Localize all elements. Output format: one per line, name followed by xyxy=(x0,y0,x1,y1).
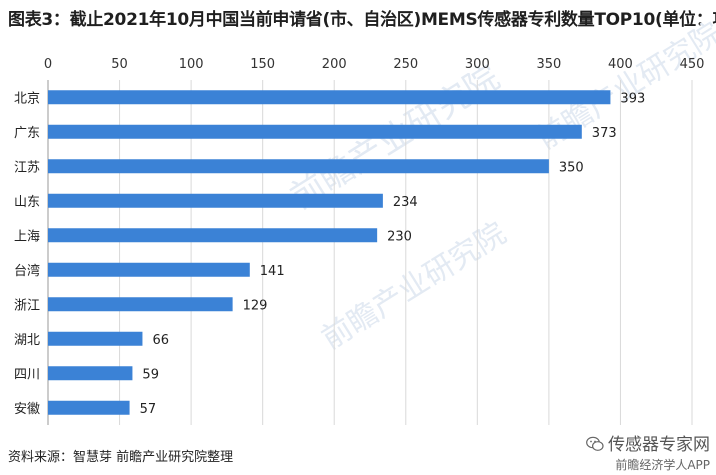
x-tick-label: 300 xyxy=(465,57,490,72)
x-tick-label: 400 xyxy=(608,57,633,72)
x-tick-label: 350 xyxy=(536,57,561,72)
bar xyxy=(48,297,233,312)
x-tick-label: 450 xyxy=(680,57,705,72)
data-label: 129 xyxy=(243,298,268,313)
y-category-label: 北京 xyxy=(14,91,40,106)
x-tick-label: 200 xyxy=(322,57,347,72)
data-label: 373 xyxy=(592,126,617,141)
y-category-label: 广东 xyxy=(14,126,40,141)
data-label: 230 xyxy=(387,229,412,244)
x-tick-label: 0 xyxy=(44,57,52,72)
data-label: 66 xyxy=(152,333,169,348)
y-category-label: 江苏 xyxy=(14,159,40,175)
data-label: 393 xyxy=(620,91,645,106)
watermark-overlay: 前瞻产业研究院 前瞻产业研究院 前瞻产业研究院 xyxy=(284,16,716,357)
y-category-label: 湖北 xyxy=(14,333,40,348)
source-note: 资料来源：智慧芽 前瞻产业研究院整理 xyxy=(8,450,234,465)
x-tick-label: 150 xyxy=(250,57,275,72)
x-tick-label: 100 xyxy=(179,57,204,72)
chart-title: 图表3：截止2021年10月中国当前申请省(市、自治区)MEMS传感器专利数量T… xyxy=(8,10,716,30)
y-category-label: 浙江 xyxy=(14,298,40,313)
bar xyxy=(48,228,378,243)
y-category-label: 四川 xyxy=(14,367,40,382)
bars xyxy=(48,90,611,415)
bar xyxy=(48,159,549,174)
data-label: 57 xyxy=(140,402,157,417)
y-category-label: 山东 xyxy=(14,195,40,210)
account-name: 传感器专家网 xyxy=(608,435,710,455)
data-label: 141 xyxy=(260,264,285,279)
data-labels: 393 373 350 234 230 141 129 66 59 57 xyxy=(140,91,646,417)
app-watermark: 前瞻经济学人APP xyxy=(615,458,710,472)
data-label: 350 xyxy=(559,160,584,175)
bar xyxy=(48,366,133,381)
bar xyxy=(48,193,383,208)
bar xyxy=(48,331,143,346)
bar xyxy=(48,262,250,277)
bar xyxy=(48,90,611,105)
data-label: 234 xyxy=(393,195,418,210)
x-tick-label: 250 xyxy=(393,57,418,72)
y-category-label: 台湾 xyxy=(14,263,40,279)
wechat-icon xyxy=(586,436,604,451)
data-label: 59 xyxy=(142,367,159,382)
x-tick-label: 50 xyxy=(111,57,128,72)
account-watermark: 传感器专家网 前瞻经济学人APP xyxy=(586,430,710,473)
y-category-label: 上海 xyxy=(14,229,40,244)
x-axis-ticks: 0 50 100 150 200 250 300 350 400 450 xyxy=(44,57,705,72)
bar xyxy=(48,400,130,415)
bar xyxy=(48,124,582,139)
y-category-label: 安徽 xyxy=(14,402,40,417)
